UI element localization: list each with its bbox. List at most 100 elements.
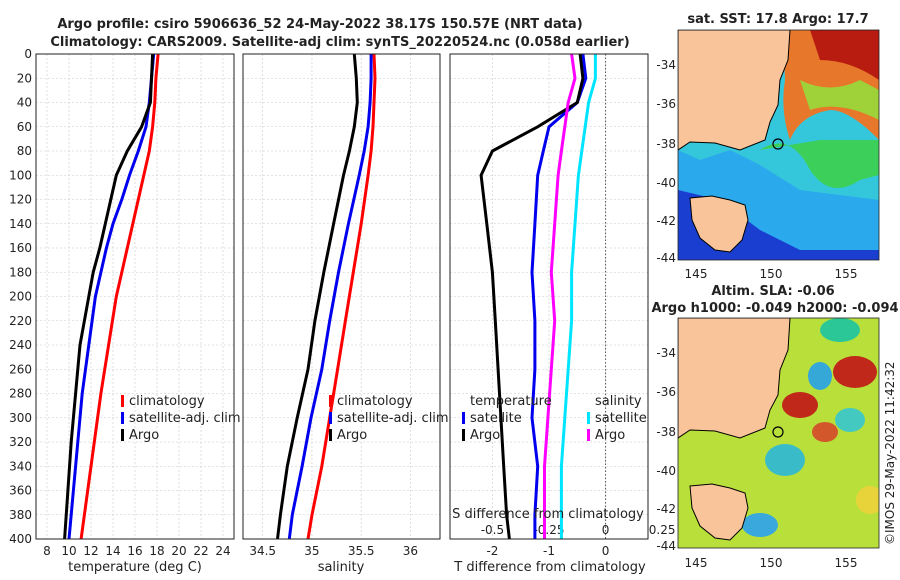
- sst-mainland: [678, 30, 791, 151]
- sst-ytick: -34: [656, 58, 676, 72]
- sla-map: Altim. SLA: -0.06 Argo h1000: -0.049 h20…: [651, 284, 899, 549]
- x-tick-label: 35.5: [348, 544, 375, 558]
- x-tick-label: 24: [215, 544, 230, 558]
- legend-swatch-argo: [121, 429, 124, 441]
- sst-ytick: -42: [656, 214, 676, 228]
- sla-mid-eddy: [856, 486, 879, 514]
- sla-ytick: -34: [656, 346, 676, 360]
- temperature-legend: climatology satellite-adj. clim Argo: [121, 394, 241, 443]
- sst-xtick: 150: [760, 267, 783, 281]
- sst-ytick: -44: [656, 251, 676, 265]
- series-line-argo: [63, 53, 155, 540]
- sst-map-frame: [677, 29, 880, 261]
- depth-tick-label: 60: [17, 120, 32, 134]
- x-tick-label: 16: [127, 544, 142, 558]
- sla-argo-marker: [772, 426, 784, 438]
- legend-label-satellite: satellite-adj. clim: [337, 411, 449, 426]
- x-tick-label: 20: [171, 544, 186, 558]
- x-tick-label: 14: [105, 544, 120, 558]
- depth-tick-label: 120: [9, 193, 32, 207]
- depth-tick-label: 400: [9, 532, 32, 546]
- credit-stamp: ©IMOS 29-May-2022 11:42:32: [883, 361, 897, 545]
- sla-low-eddy-1: [808, 362, 832, 390]
- legend-swatch-satellite: [121, 412, 124, 424]
- legend-label-satellite: satellite-adj. clim: [129, 411, 241, 426]
- series-line-climatology: [306, 53, 377, 540]
- sla-map-frame: [677, 317, 880, 549]
- legend-swatch-t-argo: [462, 429, 465, 441]
- sla-xtick: 150: [760, 556, 783, 570]
- sst-map: sat. SST: 17.8 Argo: 17.7: [677, 12, 880, 261]
- x-tick-label: 18: [149, 544, 164, 558]
- x-tick-label: 36: [403, 544, 418, 558]
- figure-title: Argo profile: csiro 5906636_52 24-May-20…: [57, 17, 582, 32]
- depth-tick-label: 80: [17, 144, 32, 158]
- depth-tick-label: 360: [9, 484, 32, 498]
- sst-argo-marker: [772, 138, 784, 150]
- sst-ytick: -36: [656, 97, 676, 111]
- plot-frame: [449, 53, 649, 540]
- sst-map-axes: -34 -36 -38 -40 -42 -44 145 150 155: [656, 58, 857, 281]
- legend-label-climatology: climatology: [129, 394, 205, 409]
- sla-tasmania: [689, 483, 749, 541]
- depth-tick-label: 180: [9, 265, 32, 279]
- sla-low-eddy-3: [820, 318, 860, 342]
- depth-tick-label: 380: [9, 508, 32, 522]
- sla-high-eddy-1: [833, 356, 877, 388]
- depth-tick-label: 0: [24, 47, 32, 61]
- sst-map-field: [678, 30, 879, 260]
- sla-map-field: [678, 318, 879, 548]
- legend-label-t-argo: Argo: [470, 428, 500, 443]
- x-tick-label: 10: [61, 544, 76, 558]
- depth-tick-label: 280: [9, 387, 32, 401]
- series-line-salinity-satellite: [559, 54, 597, 539]
- series-line-satellite-adj-clim: [67, 53, 156, 540]
- sla-high-eddy-2: [782, 392, 818, 418]
- sla-low-eddy-4: [765, 444, 805, 476]
- s-diff-tick-label: 0.25: [649, 523, 676, 537]
- depth-tick-label: 100: [9, 168, 32, 182]
- depth-tick-label: 300: [9, 411, 32, 425]
- sla-low-eddy-5: [742, 513, 778, 537]
- series-line-climatology: [79, 53, 160, 540]
- legend-label-s-argo: Argo: [595, 428, 625, 443]
- series-line-temperature-argo: [479, 53, 585, 540]
- legend-title-salinity: salinity: [595, 394, 642, 409]
- sla-xtick: 145: [685, 556, 708, 570]
- x-tick-label: 8: [43, 544, 51, 558]
- difference-temperature-legend: temperature satellite Argo: [462, 394, 552, 443]
- plot-frame: [242, 53, 441, 540]
- depth-tick-label: 160: [9, 241, 32, 255]
- depth-tick-label: 220: [9, 314, 32, 328]
- temperature-panel: 0 20 40 60 80 100 120 140 160 180 200 220 240 260 280 3…: [9, 47, 235, 558]
- sst-warm-eddy: [760, 140, 879, 188]
- x-tick-label: 12: [83, 544, 98, 558]
- sst-xtick: 145: [685, 267, 708, 281]
- legend-label-s-satellite: satellite: [595, 411, 647, 426]
- legend-label-t-satellite: satellite: [470, 411, 522, 426]
- plot-frame: [35, 53, 235, 540]
- sla-xtick: 155: [835, 556, 858, 570]
- sst-map-title: sat. SST: 17.8 Argo: 17.7: [687, 12, 868, 27]
- sst-ytick: -40: [656, 176, 676, 190]
- depth-tick-label: 40: [17, 96, 32, 110]
- series-line-satellite-adj-clim: [287, 54, 373, 540]
- difference-xlabel: T difference from climatology: [453, 560, 646, 575]
- temperature-xlabel: temperature (deg C): [68, 560, 202, 575]
- legend-title-temperature: temperature: [470, 394, 552, 409]
- s-diff-tick-label: 0: [602, 523, 610, 537]
- depth-tick-label: 140: [9, 217, 32, 231]
- x-tick-label: -1: [543, 544, 555, 558]
- salinity-panel: 34.5 35 35.5 36: [242, 53, 441, 558]
- x-tick-label: -2: [486, 544, 498, 558]
- sst-hot-core: [810, 30, 879, 80]
- sst-tasmania: [689, 195, 749, 253]
- sla-high-eddy-3: [812, 422, 838, 442]
- sla-map-title: Altim. SLA: -0.06: [711, 284, 834, 299]
- s-diff-tick-label: -0.5: [481, 523, 504, 537]
- sst-mixed-front: [800, 80, 879, 120]
- legend-swatch-climatology: [329, 395, 332, 407]
- legend-swatch-satellite: [329, 412, 332, 424]
